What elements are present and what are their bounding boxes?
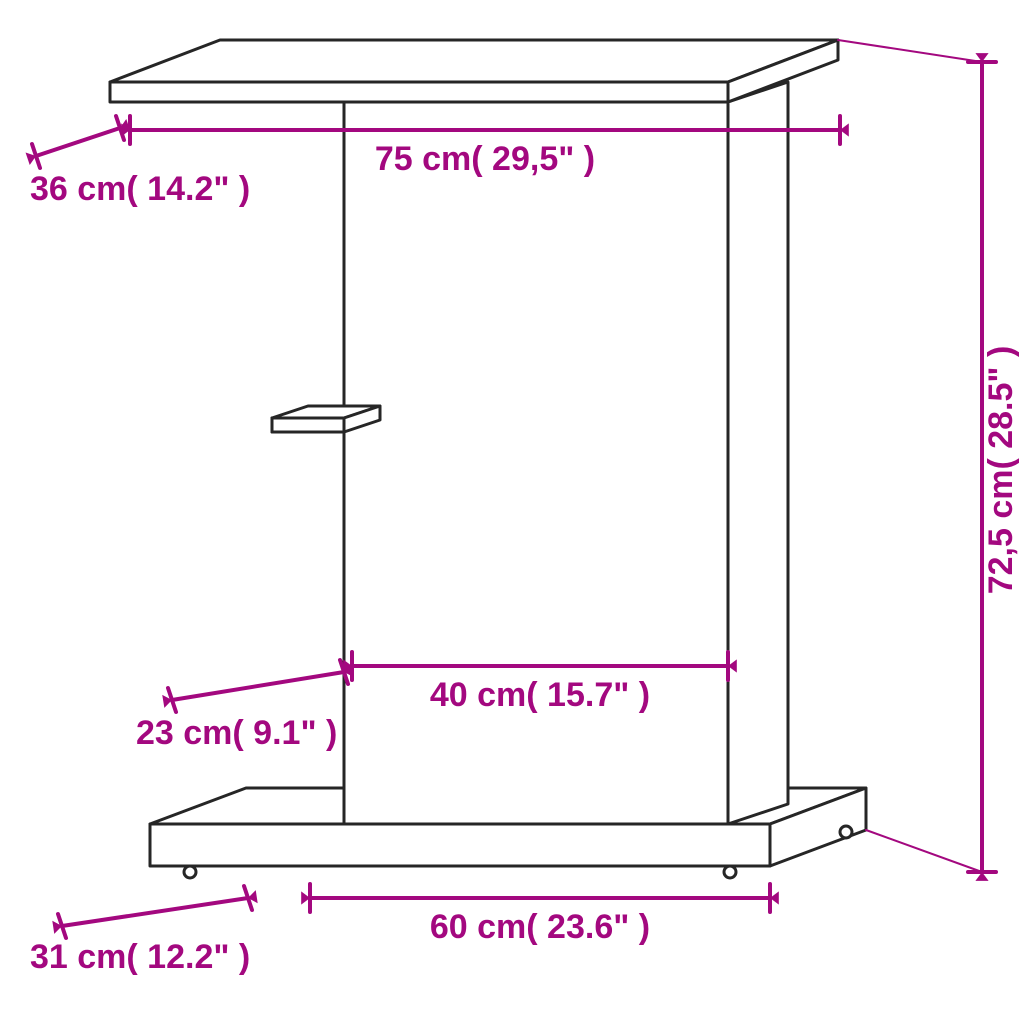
dimension-label: 36 cm( 14.2" ) — [30, 170, 250, 208]
dimension-diagram: 75 cm( 29,5" ) 36 cm( 14.2" ) 40 cm( 15.7"… — [0, 0, 1024, 1024]
dimension-label: 75 cm( 29,5" ) — [375, 140, 595, 178]
dimension-label: 60 cm( 23.6" ) — [430, 908, 650, 946]
dimension-label: 40 cm( 15.7" ) — [430, 676, 650, 714]
dimension-label: 23 cm( 9.1" ) — [136, 714, 337, 752]
dimension-label: 31 cm( 12.2" ) — [30, 938, 250, 976]
dimension-label: 72,5 cm( 28.5" ) — [982, 346, 1020, 595]
